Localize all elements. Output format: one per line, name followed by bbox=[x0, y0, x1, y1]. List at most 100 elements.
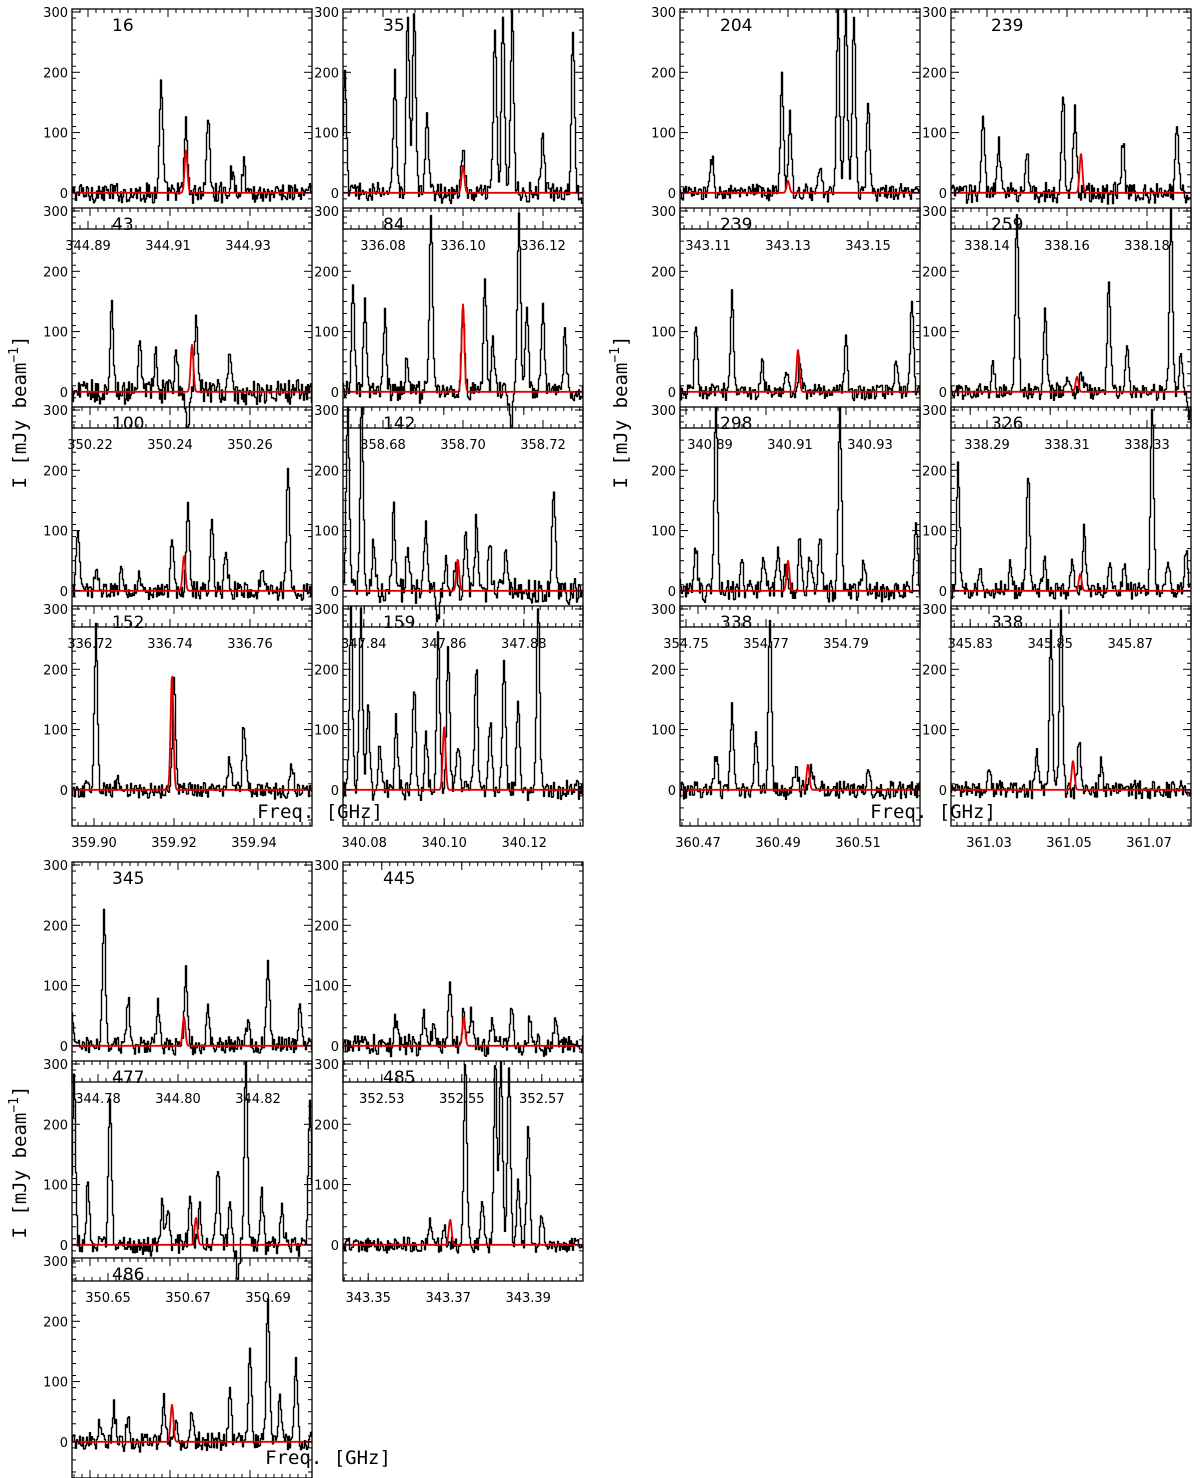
y-tick-label: 0 bbox=[60, 386, 68, 401]
x-tick-label: 361.07 bbox=[1126, 836, 1172, 851]
x-tick-label: 350.67 bbox=[165, 1291, 211, 1306]
spectrum-panel-9: 0 100 200 300 336.72 336.74 336.76 100 bbox=[43, 404, 313, 652]
panel-label: 204 bbox=[720, 16, 752, 36]
y-tick-label: 300 bbox=[651, 404, 676, 419]
x-tick-label: 340.10 bbox=[421, 836, 467, 851]
y-tick-label: 0 bbox=[60, 187, 68, 202]
y-tick-label: 0 bbox=[331, 1040, 339, 1055]
model-spectrum bbox=[343, 1016, 583, 1047]
y-tick-label: 200 bbox=[43, 1315, 68, 1330]
model-spectrum bbox=[680, 763, 920, 791]
x-tick-label: 359.94 bbox=[231, 836, 277, 851]
panel-label: 259 bbox=[991, 215, 1023, 235]
y-tick-label: 0 bbox=[668, 187, 676, 202]
panel-label: 485 bbox=[383, 1068, 415, 1088]
x-tick-label: 344.80 bbox=[155, 1092, 201, 1107]
y-tick-label: 100 bbox=[43, 1179, 68, 1194]
panel-label: 445 bbox=[383, 869, 415, 889]
x-tick-label: 343.15 bbox=[845, 239, 891, 254]
x-tick-label: 350.24 bbox=[147, 438, 193, 453]
panel-frame bbox=[342, 861, 584, 1083]
y-tick-label: 100 bbox=[43, 127, 68, 142]
spectrum-panel-11: 0 100 200 300 354.75 354.77 354.79 298 bbox=[651, 404, 921, 652]
y-tick-label: 100 bbox=[922, 525, 947, 540]
observed-spectrum bbox=[72, 299, 312, 428]
y-tick-label: 300 bbox=[651, 603, 676, 618]
y-tick-label: 100 bbox=[651, 525, 676, 540]
panel-frame bbox=[71, 605, 313, 827]
y-tick-label: 0 bbox=[60, 1436, 68, 1451]
y-tick-label: 0 bbox=[60, 585, 68, 600]
y-tick-label: 300 bbox=[43, 404, 68, 419]
y-tick-label: 300 bbox=[651, 205, 676, 220]
y-tick-label: 100 bbox=[314, 127, 339, 142]
observed-spectrum bbox=[72, 1061, 312, 1280]
spectrum-panel-3: 0 100 200 300 343.11 343.13 343.15 204 bbox=[651, 6, 921, 254]
spectrum-panel-20: 0 100 200 300 343.35 343.37 343.39 485 bbox=[314, 1058, 584, 1306]
x-tick-label: 360.47 bbox=[675, 836, 721, 851]
x-tick-label: 338.31 bbox=[1044, 438, 1090, 453]
y-tick-label: 300 bbox=[314, 1058, 339, 1073]
y-tick-label: 300 bbox=[43, 205, 68, 220]
model-spectrum bbox=[72, 675, 312, 791]
model-spectrum bbox=[72, 1217, 312, 1246]
model-spectrum bbox=[951, 573, 1191, 592]
observed-spectrum bbox=[72, 622, 312, 800]
model-spectrum bbox=[72, 1016, 312, 1047]
spectrum-panel-5: 0 100 200 300 350.22 350.24 350.26 43 bbox=[43, 205, 313, 453]
spectrum-panel-16: 0 100 200 300 361.03 361.05 361.07 338 bbox=[922, 603, 1192, 851]
y-tick-label: 0 bbox=[668, 784, 676, 799]
x-tick-label: 358.68 bbox=[360, 438, 406, 453]
panel-label: 142 bbox=[383, 414, 415, 434]
x-tick-label: 345.83 bbox=[947, 637, 993, 652]
model-spectrum bbox=[343, 303, 583, 393]
observed-spectrum bbox=[343, 981, 583, 1058]
x-tick-label: 347.88 bbox=[501, 637, 547, 652]
spectrum-panel-4: 0 100 200 300 338.14 338.16 338.18 239 bbox=[922, 6, 1192, 254]
x-tick-label: 359.92 bbox=[151, 836, 197, 851]
y-tick-label: 300 bbox=[922, 603, 947, 618]
panel-frame bbox=[679, 605, 921, 827]
y-axis-title-group3: I [mJy beam−1] bbox=[7, 1086, 31, 1239]
model-spectrum bbox=[343, 1218, 583, 1246]
y-tick-label: 100 bbox=[314, 525, 339, 540]
x-tick-label: 352.57 bbox=[519, 1092, 565, 1107]
model-spectrum bbox=[72, 343, 312, 393]
spectrum-panel-14: 0 100 200 300 340.08 340.10 340.12 159 bbox=[314, 603, 584, 851]
y-tick-label: 100 bbox=[314, 980, 339, 995]
x-tick-label: 336.72 bbox=[67, 637, 113, 652]
x-tick-label: 350.26 bbox=[227, 438, 273, 453]
x-tick-label: 360.49 bbox=[755, 836, 801, 851]
panel-frame bbox=[71, 1257, 313, 1478]
y-tick-label: 0 bbox=[668, 386, 676, 401]
panel-label: 152 bbox=[112, 613, 144, 633]
y-axis-title-group1: I [mJy beam−1] bbox=[7, 336, 31, 489]
x-tick-label: 359.90 bbox=[71, 836, 117, 851]
y-tick-label: 300 bbox=[43, 1058, 68, 1073]
y-tick-label: 100 bbox=[43, 1376, 68, 1391]
x-tick-label: 354.75 bbox=[663, 637, 709, 652]
x-tick-label: 354.77 bbox=[743, 637, 789, 652]
x-tick-label: 344.91 bbox=[145, 239, 191, 254]
model-spectrum bbox=[951, 760, 1191, 791]
panel-frame bbox=[342, 406, 584, 628]
x-tick-label: 347.84 bbox=[341, 637, 387, 652]
y-tick-label: 200 bbox=[314, 66, 339, 81]
spectrum-panel-8: 0 100 200 300 338.29 338.31 338.33 259 bbox=[922, 205, 1192, 453]
spectrum-panel-13: 0 100 200 300 359.90 359.92 359.94 152 bbox=[43, 603, 313, 851]
panel-label: 239 bbox=[991, 16, 1023, 36]
panel-frame bbox=[71, 861, 313, 1083]
observed-spectrum bbox=[72, 467, 312, 601]
panel-frame bbox=[71, 207, 313, 429]
y-tick-label: 0 bbox=[939, 386, 947, 401]
spectrum-panel-18: 0 100 200 300 352.53 352.55 352.57 445 bbox=[314, 859, 584, 1107]
observed-spectrum bbox=[951, 96, 1191, 205]
y-tick-label: 200 bbox=[651, 66, 676, 81]
observed-spectrum bbox=[72, 79, 312, 204]
panel-label: 43 bbox=[112, 215, 134, 235]
y-tick-label: 0 bbox=[60, 784, 68, 799]
y-tick-label: 200 bbox=[43, 663, 68, 678]
x-tick-label: 340.91 bbox=[767, 438, 813, 453]
spectrum-panel-10: 0 100 200 300 347.84 347.86 347.88 142 bbox=[314, 404, 584, 652]
